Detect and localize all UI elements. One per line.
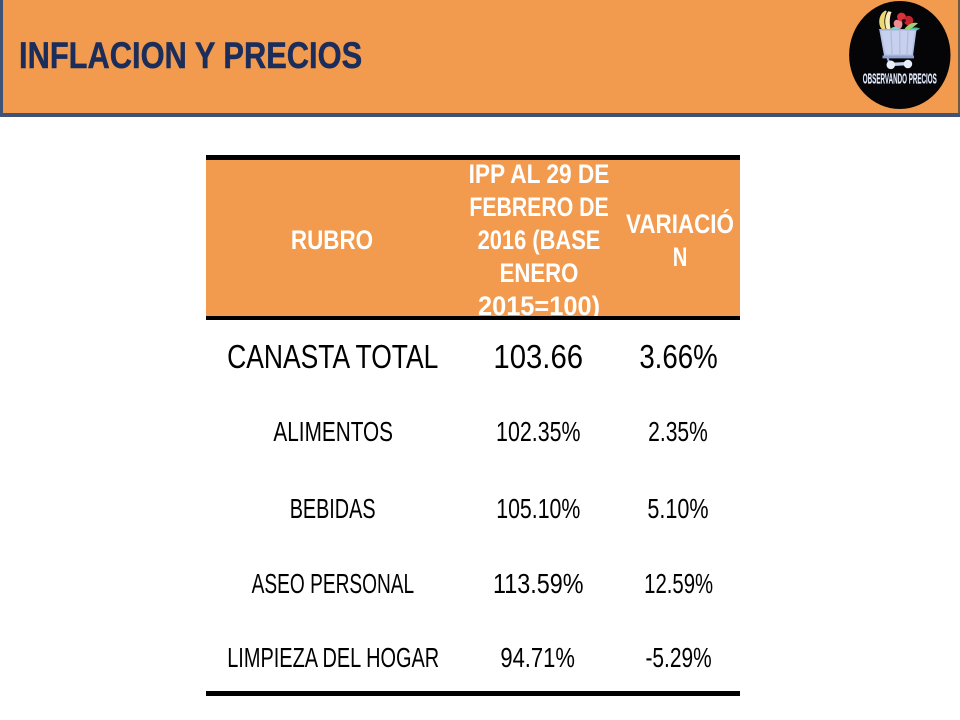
svg-text:OBSERVANDO PRECIOS: OBSERVANDO PRECIOS — [863, 71, 937, 88]
